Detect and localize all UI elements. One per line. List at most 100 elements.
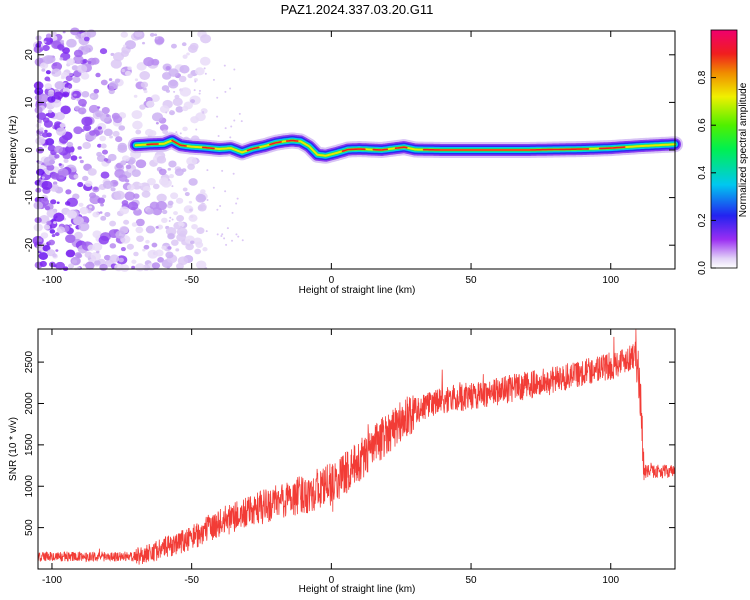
- spectrogram-noise-blob: [139, 71, 151, 80]
- spectrogram-noise-blob: [179, 87, 192, 97]
- spectrogram-noise-blob: [118, 174, 128, 182]
- colorbar-gradient: [710, 29, 738, 269]
- spectrogram-noise-blob: [103, 254, 111, 261]
- spectrogram-noise-blob: [175, 248, 180, 252]
- spectrogram-noise-blob: [89, 192, 97, 199]
- spectrogram-noise-blob: [94, 260, 101, 266]
- spectrogram-noise-blob: [103, 128, 113, 137]
- spectrogram-noise-blob: [167, 167, 172, 171]
- spectrogram-y-tick-label: -10: [24, 190, 35, 205]
- spectrogram-noise-blob: [107, 153, 117, 162]
- spectrogram-noise-blob: [131, 169, 141, 177]
- spectrogram-noise-blob: [127, 201, 139, 211]
- spectrogram-noise-blob: [156, 193, 167, 203]
- spectrogram-ridge-peak: [146, 143, 159, 146]
- spectrogram-noise-blob: [35, 136, 46, 146]
- spectrogram-noise-dot: [206, 198, 209, 201]
- spectrogram-noise-cloud: [32, 27, 244, 272]
- spectrogram-noise-blob: [153, 33, 158, 37]
- spectrogram-noise-blob: [77, 107, 87, 115]
- spectrogram-noise-blob: [96, 122, 107, 131]
- spectrogram-noise-blob: [151, 112, 163, 122]
- spectrogram-noise-blob: [134, 263, 145, 272]
- snr-x-label: Height of straight line (km): [299, 584, 416, 595]
- spectrogram-noise-blob: [45, 77, 49, 80]
- spectrogram-noise-blob: [113, 115, 123, 124]
- spectrogram-noise-dot: [230, 125, 233, 128]
- spectrogram-noise-blob: [41, 132, 49, 138]
- spectrogram-noise-blob: [167, 200, 174, 206]
- spectrogram-noise-blob: [47, 95, 56, 103]
- spectrogram-noise-blob: [158, 168, 167, 176]
- spectrogram-noise-dot: [216, 96, 219, 99]
- spectrogram-noise-dot: [170, 109, 173, 112]
- spectrogram-noise-blob: [82, 58, 88, 64]
- spectrogram-noise-dot: [223, 237, 226, 240]
- spectrogram-noise-dot: [168, 219, 171, 222]
- colorbar-tick-label: 0.8: [697, 70, 708, 84]
- spectrogram-noise-blob: [54, 145, 63, 154]
- spectrogram-noise-dot: [212, 186, 215, 189]
- spectrogram-noise-blob: [102, 149, 108, 155]
- spectrogram-noise-blob: [103, 158, 109, 162]
- spectrogram-noise-blob: [195, 241, 204, 248]
- spectrogram-noise-blob: [140, 81, 149, 88]
- spectrogram-noise-blob: [157, 256, 165, 263]
- spectrogram-noise-blob: [44, 129, 48, 133]
- spectrogram-noise-blob: [142, 248, 146, 252]
- spectrogram-noise-blob: [176, 227, 188, 237]
- snr-y-tick-label: 1000: [24, 475, 35, 498]
- spectrogram-noise-blob: [84, 251, 93, 259]
- spectrogram-noise-blob: [35, 35, 42, 41]
- spectrogram-noise-blob: [185, 243, 194, 251]
- spectrogram-noise-dot: [165, 111, 168, 114]
- spectrogram-y-axis: -20 -10 0 10 20: [24, 49, 675, 252]
- spectrogram-noise-blob: [46, 164, 55, 171]
- spectrogram-noise-blob: [44, 83, 52, 90]
- spectrogram-noise-blob: [113, 190, 125, 200]
- spectrogram-noise-dot: [231, 211, 234, 214]
- spectrogram-noise-dot: [171, 185, 174, 188]
- spectrogram-noise-blob: [74, 231, 83, 240]
- spectrogram-noise-blob: [143, 57, 155, 67]
- spectrogram-noise-blob: [175, 106, 184, 113]
- spectrogram-noise-blob: [54, 121, 62, 128]
- spectrogram-noise-blob: [97, 106, 101, 109]
- spectrogram-y-tick-label: 10: [24, 96, 35, 108]
- spectrogram-noise-blob: [56, 226, 66, 234]
- spectrogram-noise-blob: [146, 100, 155, 108]
- spectrogram-noise-blob: [54, 154, 60, 159]
- spectrogram-noise-blob: [99, 48, 108, 55]
- spectrogram-noise-dot: [216, 208, 219, 211]
- spectrogram-noise-blob: [87, 168, 97, 176]
- spectrogram-noise-blob: [73, 126, 83, 135]
- spectrogram-noise-blob: [171, 43, 177, 49]
- spectrogram-noise-blob: [150, 94, 160, 102]
- spectrogram-noise-blob: [81, 91, 90, 98]
- spectrogram-noise-dot: [241, 239, 244, 242]
- spectrogram-noise-blob: [141, 190, 151, 198]
- spectrogram-noise-blob: [125, 164, 132, 170]
- spectrogram-noise-blob: [38, 252, 49, 260]
- spectrogram-noise-blob: [147, 178, 156, 186]
- snr-series-line: [38, 329, 675, 565]
- spectrogram-noise-blob: [178, 75, 187, 83]
- spectrogram-noise-blob: [110, 59, 122, 69]
- spectrogram-noise-blob: [79, 206, 89, 215]
- colorbar-ticks: 0.0 0.2 0.4 0.6 0.8: [697, 70, 716, 275]
- spectrogram-y-tick-label: 20: [24, 49, 35, 61]
- spectrogram-noise-blob: [131, 222, 138, 227]
- spectrogram-noise-blob: [174, 168, 184, 176]
- spectrogram-noise-blob: [202, 247, 208, 252]
- spectrogram-noise-blob: [73, 49, 84, 58]
- snr-y-tick-label: 1500: [24, 433, 35, 456]
- spectrogram-noise-dot: [171, 218, 174, 221]
- spectrogram-noise-blob: [187, 163, 195, 170]
- spectrogram-noise-blob: [168, 68, 179, 77]
- spectrogram-noise-blob: [66, 38, 77, 48]
- spectrogram-noise-blob: [82, 175, 89, 182]
- spectrogram-noise-blob: [90, 95, 94, 98]
- spectrogram-noise-dot: [238, 112, 241, 115]
- spectrogram-noise-dot: [224, 90, 227, 93]
